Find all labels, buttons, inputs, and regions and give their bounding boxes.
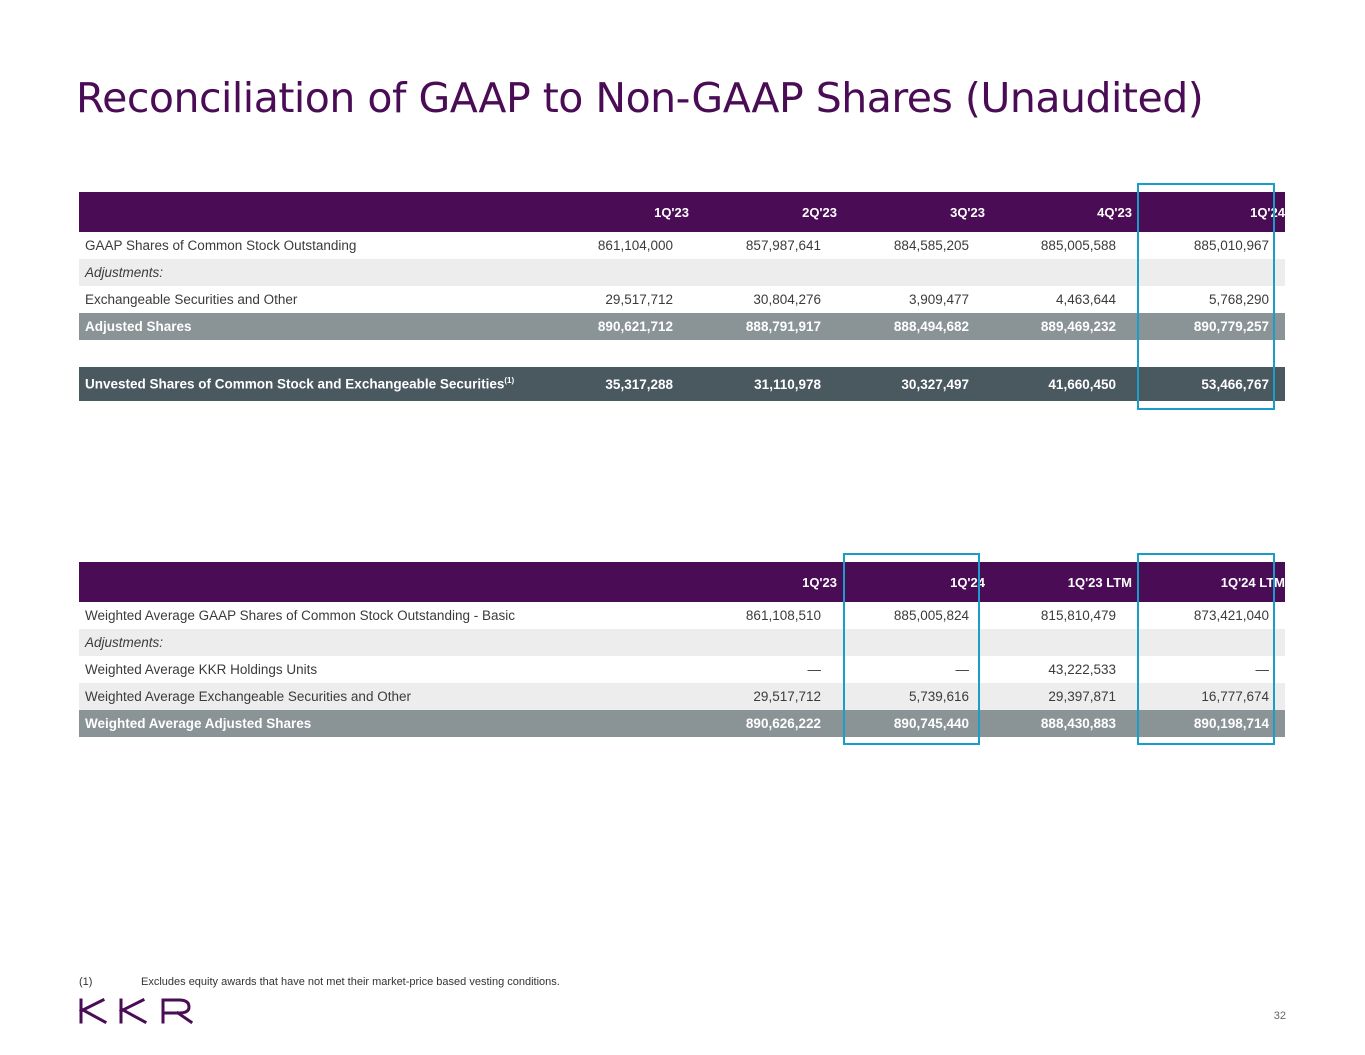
cell-value: 885,005,588 <box>985 232 1132 259</box>
cell-value <box>985 629 1132 656</box>
cell-value: 30,327,497 <box>837 367 985 401</box>
cell-value: 873,421,040 <box>1132 602 1285 629</box>
cell-value: 888,430,883 <box>985 710 1132 737</box>
highlight-box-1q24-ltm <box>1137 553 1275 745</box>
cell-value: 815,810,479 <box>985 602 1132 629</box>
cell-value: 5,768,290 <box>1132 286 1285 313</box>
cell-value <box>837 259 985 286</box>
row-label: Unvested Shares of Common Stock and Exch… <box>79 367 541 401</box>
unvested-shares-row: Unvested Shares of Common Stock and Exch… <box>79 367 1285 401</box>
adjusted-shares-row: Adjusted Shares 890,621,712 888,791,917 … <box>79 313 1285 340</box>
row-label: Adjustments: <box>79 259 541 286</box>
cell-value: 890,621,712 <box>541 313 689 340</box>
cell-value <box>541 259 689 286</box>
cell-value: 888,791,917 <box>689 313 837 340</box>
cell-value: 861,104,000 <box>541 232 689 259</box>
page-number: 32 <box>1273 1010 1286 1022</box>
cell-value: 3,909,477 <box>837 286 985 313</box>
weighted-average-shares-table: 1Q'23 1Q'24 1Q'23 LTM 1Q'24 LTM Weighted… <box>79 562 1285 737</box>
cell-value: — <box>1132 656 1285 683</box>
cell-value: 890,626,222 <box>689 710 837 737</box>
header-blank <box>79 192 541 232</box>
column-header: 3Q'23 <box>837 192 985 232</box>
footnote-text: Excludes equity awards that have not met… <box>141 976 560 988</box>
table-row: Exchangeable Securities and Other 29,517… <box>79 286 1285 313</box>
page-title: Reconciliation of GAAP to Non-GAAP Share… <box>76 74 1204 122</box>
table-header-row: 1Q'23 2Q'23 3Q'23 4Q'23 1Q'24 <box>79 192 1285 232</box>
cell-value: 885,010,967 <box>1132 232 1285 259</box>
cell-value <box>1132 629 1285 656</box>
cell-value: 889,469,232 <box>985 313 1132 340</box>
row-label: Weighted Average KKR Holdings Units <box>79 656 689 683</box>
cell-value: 885,005,824 <box>837 602 985 629</box>
kkr-logo <box>78 997 195 1029</box>
row-label-text: Unvested Shares of Common Stock and Exch… <box>85 376 505 392</box>
column-header: 1Q'23 <box>541 192 689 232</box>
row-label: Adjusted Shares <box>79 313 541 340</box>
cell-value <box>689 259 837 286</box>
footnote-ref: (1) <box>504 376 515 386</box>
cell-value: 884,585,205 <box>837 232 985 259</box>
highlight-box-1q24 <box>843 553 980 745</box>
cell-value: 888,494,682 <box>837 313 985 340</box>
cell-value: 4,463,644 <box>985 286 1132 313</box>
cell-value: 857,987,641 <box>689 232 837 259</box>
cell-value: 890,198,714 <box>1132 710 1285 737</box>
row-label: Weighted Average Exchangeable Securities… <box>79 683 689 710</box>
column-header: 2Q'23 <box>689 192 837 232</box>
footnote: (1) Excludes equity awards that have not … <box>79 976 560 988</box>
column-header: 1Q'23 LTM <box>985 562 1132 602</box>
column-header: 4Q'23 <box>985 192 1132 232</box>
cell-value <box>1132 259 1285 286</box>
table-row: Weighted Average Exchangeable Securities… <box>79 683 1285 710</box>
column-header: 1Q'24 LTM <box>1132 562 1285 602</box>
cell-value <box>985 259 1132 286</box>
cell-value: 31,110,978 <box>689 367 837 401</box>
highlight-box-1q24 <box>1137 183 1275 410</box>
row-label: Exchangeable Securities and Other <box>79 286 541 313</box>
row-label: Adjustments: <box>79 629 689 656</box>
weighted-adjusted-shares-row: Weighted Average Adjusted Shares 890,626… <box>79 710 1285 737</box>
column-header: 1Q'24 <box>1132 192 1285 232</box>
row-label: Weighted Average Adjusted Shares <box>79 710 689 737</box>
cell-value: 35,317,288 <box>541 367 689 401</box>
cell-value: 29,517,712 <box>541 286 689 313</box>
cell-value: 41,660,450 <box>985 367 1132 401</box>
header-blank <box>79 562 689 602</box>
cell-value: 5,739,616 <box>837 683 985 710</box>
cell-value: 890,745,440 <box>837 710 985 737</box>
table-row: GAAP Shares of Common Stock Outstanding … <box>79 232 1285 259</box>
cell-value <box>837 629 985 656</box>
table-row: Weighted Average KKR Holdings Units — — … <box>79 656 1285 683</box>
footnote-marker: (1) <box>79 976 93 988</box>
cell-value: 890,779,257 <box>1132 313 1285 340</box>
cell-value: 29,517,712 <box>689 683 837 710</box>
column-header: 1Q'23 <box>689 562 837 602</box>
cell-value <box>689 629 837 656</box>
cell-value: 861,108,510 <box>689 602 837 629</box>
table-row: Adjustments: <box>79 259 1285 286</box>
cell-value: — <box>837 656 985 683</box>
cell-value: 30,804,276 <box>689 286 837 313</box>
table-row: Weighted Average GAAP Shares of Common S… <box>79 602 1285 629</box>
shares-reconciliation-table: 1Q'23 2Q'23 3Q'23 4Q'23 1Q'24 GAAP Share… <box>79 192 1285 401</box>
table-row: Adjustments: <box>79 629 1285 656</box>
row-label: GAAP Shares of Common Stock Outstanding <box>79 232 541 259</box>
cell-value: 53,466,767 <box>1132 367 1285 401</box>
column-header: 1Q'24 <box>837 562 985 602</box>
spacer-row <box>79 340 1285 367</box>
row-label: Weighted Average GAAP Shares of Common S… <box>79 602 689 629</box>
cell-value: 16,777,674 <box>1132 683 1285 710</box>
cell-value: 43,222,533 <box>985 656 1132 683</box>
table-header-row: 1Q'23 1Q'24 1Q'23 LTM 1Q'24 LTM <box>79 562 1285 602</box>
cell-value: 29,397,871 <box>985 683 1132 710</box>
cell-value: — <box>689 656 837 683</box>
